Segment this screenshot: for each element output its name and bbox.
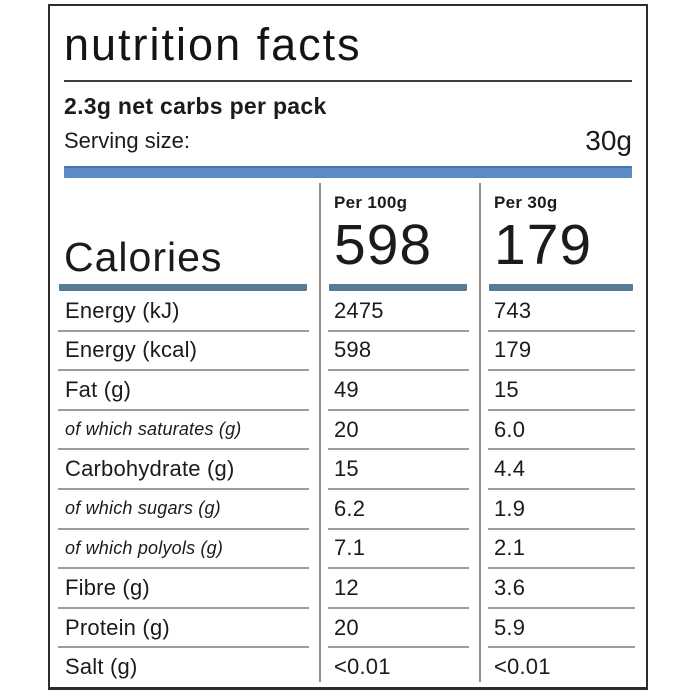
value-per-100g: 6.2 xyxy=(320,489,480,530)
value-per-30g: 3.6 xyxy=(480,568,646,609)
nutrient-row: Protein (g) 20 5.9 xyxy=(50,608,646,648)
value-per-30g: 179 xyxy=(480,331,646,371)
calories-underline-bar xyxy=(329,284,467,291)
value-per-100g: 12 xyxy=(320,568,480,609)
nutrient-label: Fibre (g) xyxy=(50,568,320,609)
nutrient-label: Carbohydrate (g) xyxy=(50,449,320,490)
value-per-100g: 7.1 xyxy=(320,529,480,569)
serving-size-row: Serving size: 30g xyxy=(64,124,632,157)
value-per-100g: 2475 xyxy=(320,291,480,332)
value-per-100g: 598 xyxy=(320,331,480,371)
nutrient-row: Fibre (g) 12 3.6 xyxy=(50,568,646,609)
calories-per-30g: 179 xyxy=(494,213,593,277)
nutrition-facts-label: nutrition facts 2.3g net carbs per pack … xyxy=(48,4,648,690)
nutrient-label: Energy (kcal) xyxy=(50,331,320,371)
serving-size-label: Serving size: xyxy=(64,128,190,153)
nutrient-label: of which saturates (g) xyxy=(50,410,320,450)
value-per-30g: 2.1 xyxy=(480,529,646,569)
label-header: nutrition facts 2.3g net carbs per pack … xyxy=(50,6,646,178)
calories-block: Calories Per 100g 598 Per 30g 179 xyxy=(50,183,646,291)
nutrient-label: Energy (kJ) xyxy=(50,291,320,332)
title-divider xyxy=(64,80,632,82)
column-divider xyxy=(479,183,481,682)
value-per-100g: <0.01 xyxy=(334,654,391,680)
nutrient-label: Salt (g) xyxy=(65,654,138,680)
calories-cell: Calories xyxy=(50,183,320,291)
value-per-30g: 1.9 xyxy=(480,489,646,530)
value-per-100g: 20 xyxy=(320,608,480,648)
nutrition-table: Calories Per 100g 598 Per 30g 179 Energy xyxy=(50,183,646,687)
value-per-100g: 49 xyxy=(320,370,480,411)
accent-bar xyxy=(64,166,632,178)
nutrient-row: Fat (g) 49 15 xyxy=(50,370,646,411)
nutrient-row: of which polyols (g) 7.1 2.1 xyxy=(50,529,646,569)
value-per-30g: 4.4 xyxy=(480,449,646,490)
value-per-100g: 15 xyxy=(320,449,480,490)
calories-per-30g-cell: Per 30g 179 xyxy=(480,183,646,291)
nutrient-label: Fat (g) xyxy=(50,370,320,411)
column-header-per-30g: Per 30g xyxy=(494,193,558,212)
calories-per-100g-cell: Per 100g 598 xyxy=(320,183,480,291)
nutrient-row: Salt (g) <0.01 <0.01 xyxy=(50,647,646,687)
value-per-30g: <0.01 xyxy=(494,654,551,680)
serving-size-value: 30g xyxy=(585,125,632,156)
value-per-30g: 5.9 xyxy=(480,608,646,648)
nutrient-label: of which polyols (g) xyxy=(50,529,320,569)
column-header-per-100g: Per 100g xyxy=(334,193,408,212)
calories-underline-bar xyxy=(59,284,307,291)
nutrient-row: Energy (kJ) 2475 743 xyxy=(50,291,646,332)
value-per-30g: 6.0 xyxy=(480,410,646,450)
value-per-30g: 743 xyxy=(480,291,646,332)
nutrient-row: of which sugars (g) 6.2 1.9 xyxy=(50,489,646,530)
nutrient-row: of which saturates (g) 20 6.0 xyxy=(50,410,646,450)
column-divider xyxy=(319,183,321,682)
nutrient-rows: Energy (kJ) 2475 743 Energy (kcal) 598 1… xyxy=(50,291,646,687)
calories-per-100g: 598 xyxy=(334,213,433,277)
nutrient-label: of which sugars (g) xyxy=(50,489,320,530)
label-title: nutrition facts xyxy=(64,19,362,70)
nutrient-row: Energy (kcal) 598 179 xyxy=(50,331,646,371)
nutrient-label: Protein (g) xyxy=(50,608,320,648)
net-carbs-note: 2.3g net carbs per pack xyxy=(64,93,327,119)
nutrient-row: Carbohydrate (g) 15 4.4 xyxy=(50,449,646,490)
value-per-100g: 20 xyxy=(320,410,480,450)
calories-label: Calories xyxy=(64,234,223,280)
value-per-30g: 15 xyxy=(480,370,646,411)
calories-underline-bar xyxy=(489,284,633,291)
